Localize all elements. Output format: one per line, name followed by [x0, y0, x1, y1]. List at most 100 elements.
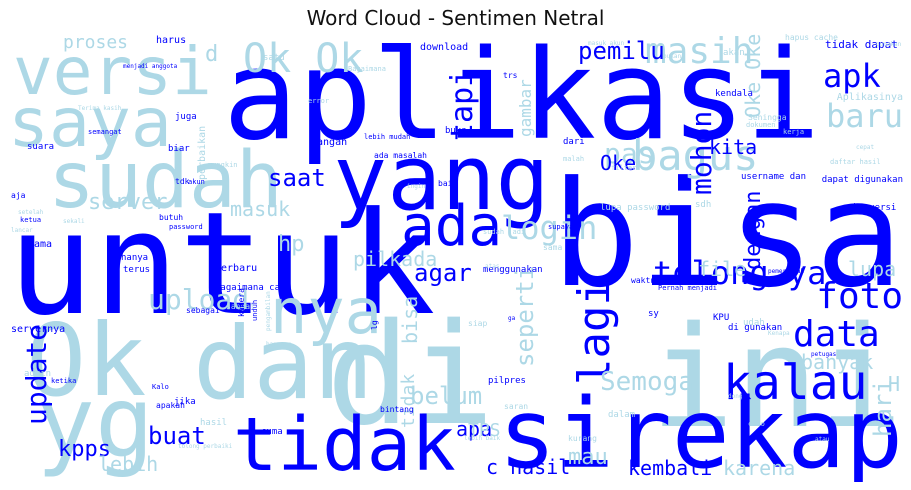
word-semangat-129: semangat: [88, 128, 122, 136]
word-proses-57: proses: [63, 34, 129, 53]
word-masuk-43: masuk: [230, 197, 291, 221]
word-tidak-62: tidak: [398, 373, 419, 429]
word-bintang-102: bintang: [380, 405, 414, 414]
word-hp-45: hp: [278, 232, 305, 257]
word-buat-35: buat: [148, 422, 206, 450]
word-dengan-40: dengan: [741, 190, 766, 271]
word-admin-107: admin: [24, 369, 52, 379]
word-pernah-menjadi-137: Pernah menjadi: [658, 284, 718, 292]
word-bisa-2: bisa: [551, 150, 903, 320]
word-filter-149: filter: [611, 164, 637, 172]
word-saran-122: saran: [504, 402, 529, 411]
word-d-64: d: [205, 42, 219, 67]
word-bagaimana-cara-95: Bagaimana cara: [215, 283, 291, 293]
word-terima-kasih-120: Terima kasih: [78, 105, 122, 112]
word-menggunakan-88: menggunakan: [483, 265, 543, 275]
word-gunakan-138: gunakan: [876, 41, 902, 48]
word-password-111: password: [169, 223, 203, 231]
word-sekali-156: sekali: [63, 218, 85, 225]
word-pemilu-37: pemilu: [578, 37, 665, 65]
word-atau-136: atau: [815, 436, 830, 443]
word-kita-38: kita: [709, 135, 758, 159]
word-petugas-134: petugas: [811, 351, 837, 358]
word-lebih-baik-152: lebih baik: [464, 435, 501, 442]
word-ok-5: Ok: [26, 302, 147, 419]
word-suara-118: suara: [27, 142, 55, 152]
word-dapat-digunakan-83: dapat digunakan: [821, 175, 903, 185]
word-foto-24: foto: [816, 276, 903, 317]
word-pilpres-94: pilpres: [488, 376, 526, 386]
word-sehingga-139: Sehingga: [748, 113, 787, 122]
word-cobo-127: cobo: [748, 420, 765, 428]
word-aja-117: aja: [11, 191, 26, 200]
word-file-46: file: [698, 257, 747, 281]
word-lebih-mudah-112: lebih mudah: [364, 133, 411, 141]
word-ke-versi-84: ke versi: [853, 203, 897, 213]
word-kembali-53: kembali: [628, 456, 713, 480]
chart-title: Word Cloud - Sentimen Netral: [306, 6, 605, 30]
word-terus-71: terus: [123, 265, 151, 275]
word-h-63: H: [888, 372, 901, 396]
word-dalam-104: dalam: [608, 410, 636, 420]
word-juga-75: juga: [175, 112, 197, 122]
word-lama-72: lama: [28, 239, 53, 250]
word-siap-123: siap: [468, 319, 488, 328]
word-tidak-dapat-65: tidak dapat: [825, 38, 898, 51]
word-cuma-101: cuma: [261, 427, 283, 437]
word-kpu-91: KPU: [713, 313, 730, 323]
word-bangang-143: bangang: [266, 341, 292, 348]
word-kenapa-133: Kenapa: [768, 330, 790, 337]
word-server-42: server: [88, 190, 168, 215]
word-tdk-119: tdk: [175, 177, 190, 186]
word-kendala-78: kendala: [715, 89, 753, 99]
word-c-hasil-55: c hasil: [486, 455, 571, 479]
word-tps-60: TPS: [468, 420, 501, 441]
word-terbaru-69: terbaru: [215, 263, 258, 274]
word-error-130: error: [308, 97, 330, 105]
word-sy-90: sy: [648, 309, 659, 319]
word-atas-151: atas: [485, 263, 500, 270]
word-pemerintah-132: pemerintah: [768, 268, 805, 275]
word-baik-116: baik: [438, 179, 458, 188]
word-sdh-85: sdh: [695, 200, 712, 210]
word-dari-80: dari: [563, 137, 585, 147]
word-sudah-10: sudah: [48, 136, 283, 226]
word-ketua-121: ketua: [20, 216, 42, 224]
word-belum-34: belum: [410, 382, 483, 410]
word-ketika-108: ketika: [51, 377, 77, 385]
word-dong-160: dong: [728, 393, 743, 400]
word-setelah-146: setelah: [18, 209, 44, 216]
word-oke-39: Oke: [600, 151, 637, 175]
word-lupa-password-81: lupa password: [600, 203, 671, 213]
word-menjadi-anggota-131: menjadi anggota: [123, 63, 178, 70]
word-tidak-13: tidak: [233, 402, 456, 482]
word-ada-masalah-113: ada masalah: [374, 151, 427, 160]
word-biar-76: biar: [168, 144, 190, 154]
word-lebih-50: lebih: [98, 452, 159, 476]
word-bagaimana-124: Bagaimana: [348, 65, 386, 73]
word-trs-125: trs: [503, 71, 518, 80]
word-karena-54: karena: [723, 456, 796, 480]
word-agar-33: agar: [414, 259, 472, 287]
word-apk-20: apk: [823, 57, 881, 95]
word-pilkada-44: pilkada: [353, 247, 438, 271]
word-daftar-hasil-135: daftar hasil: [830, 158, 881, 166]
word-download-66: download: [420, 42, 469, 53]
word-buka-114: buka: [445, 126, 467, 136]
word-ini-4: ini: [650, 297, 903, 460]
word-sebagai-96: sebagai: [186, 306, 220, 315]
word-hasil-100: hasil: [200, 418, 228, 428]
word-untuk-1: untuk: [8, 182, 436, 347]
word-yg-7: yg: [36, 366, 155, 480]
word-perbaikan-68: perbaikan: [197, 125, 208, 181]
word-dokumen-147: dokumen: [746, 121, 776, 129]
word-sangat-97: sangat: [226, 302, 255, 311]
word-kamera-98: kamera: [237, 287, 246, 317]
word-cepat-155: cepat: [856, 144, 875, 151]
word-sama-87: sama: [543, 243, 563, 252]
word-upload-31: upload: [148, 283, 250, 316]
word-pas-30: pas: [604, 137, 655, 170]
word-waktu-89: waktu: [631, 276, 656, 285]
word-kurang-105: kurang: [568, 434, 597, 443]
word-lg-115: lg: [370, 319, 379, 330]
